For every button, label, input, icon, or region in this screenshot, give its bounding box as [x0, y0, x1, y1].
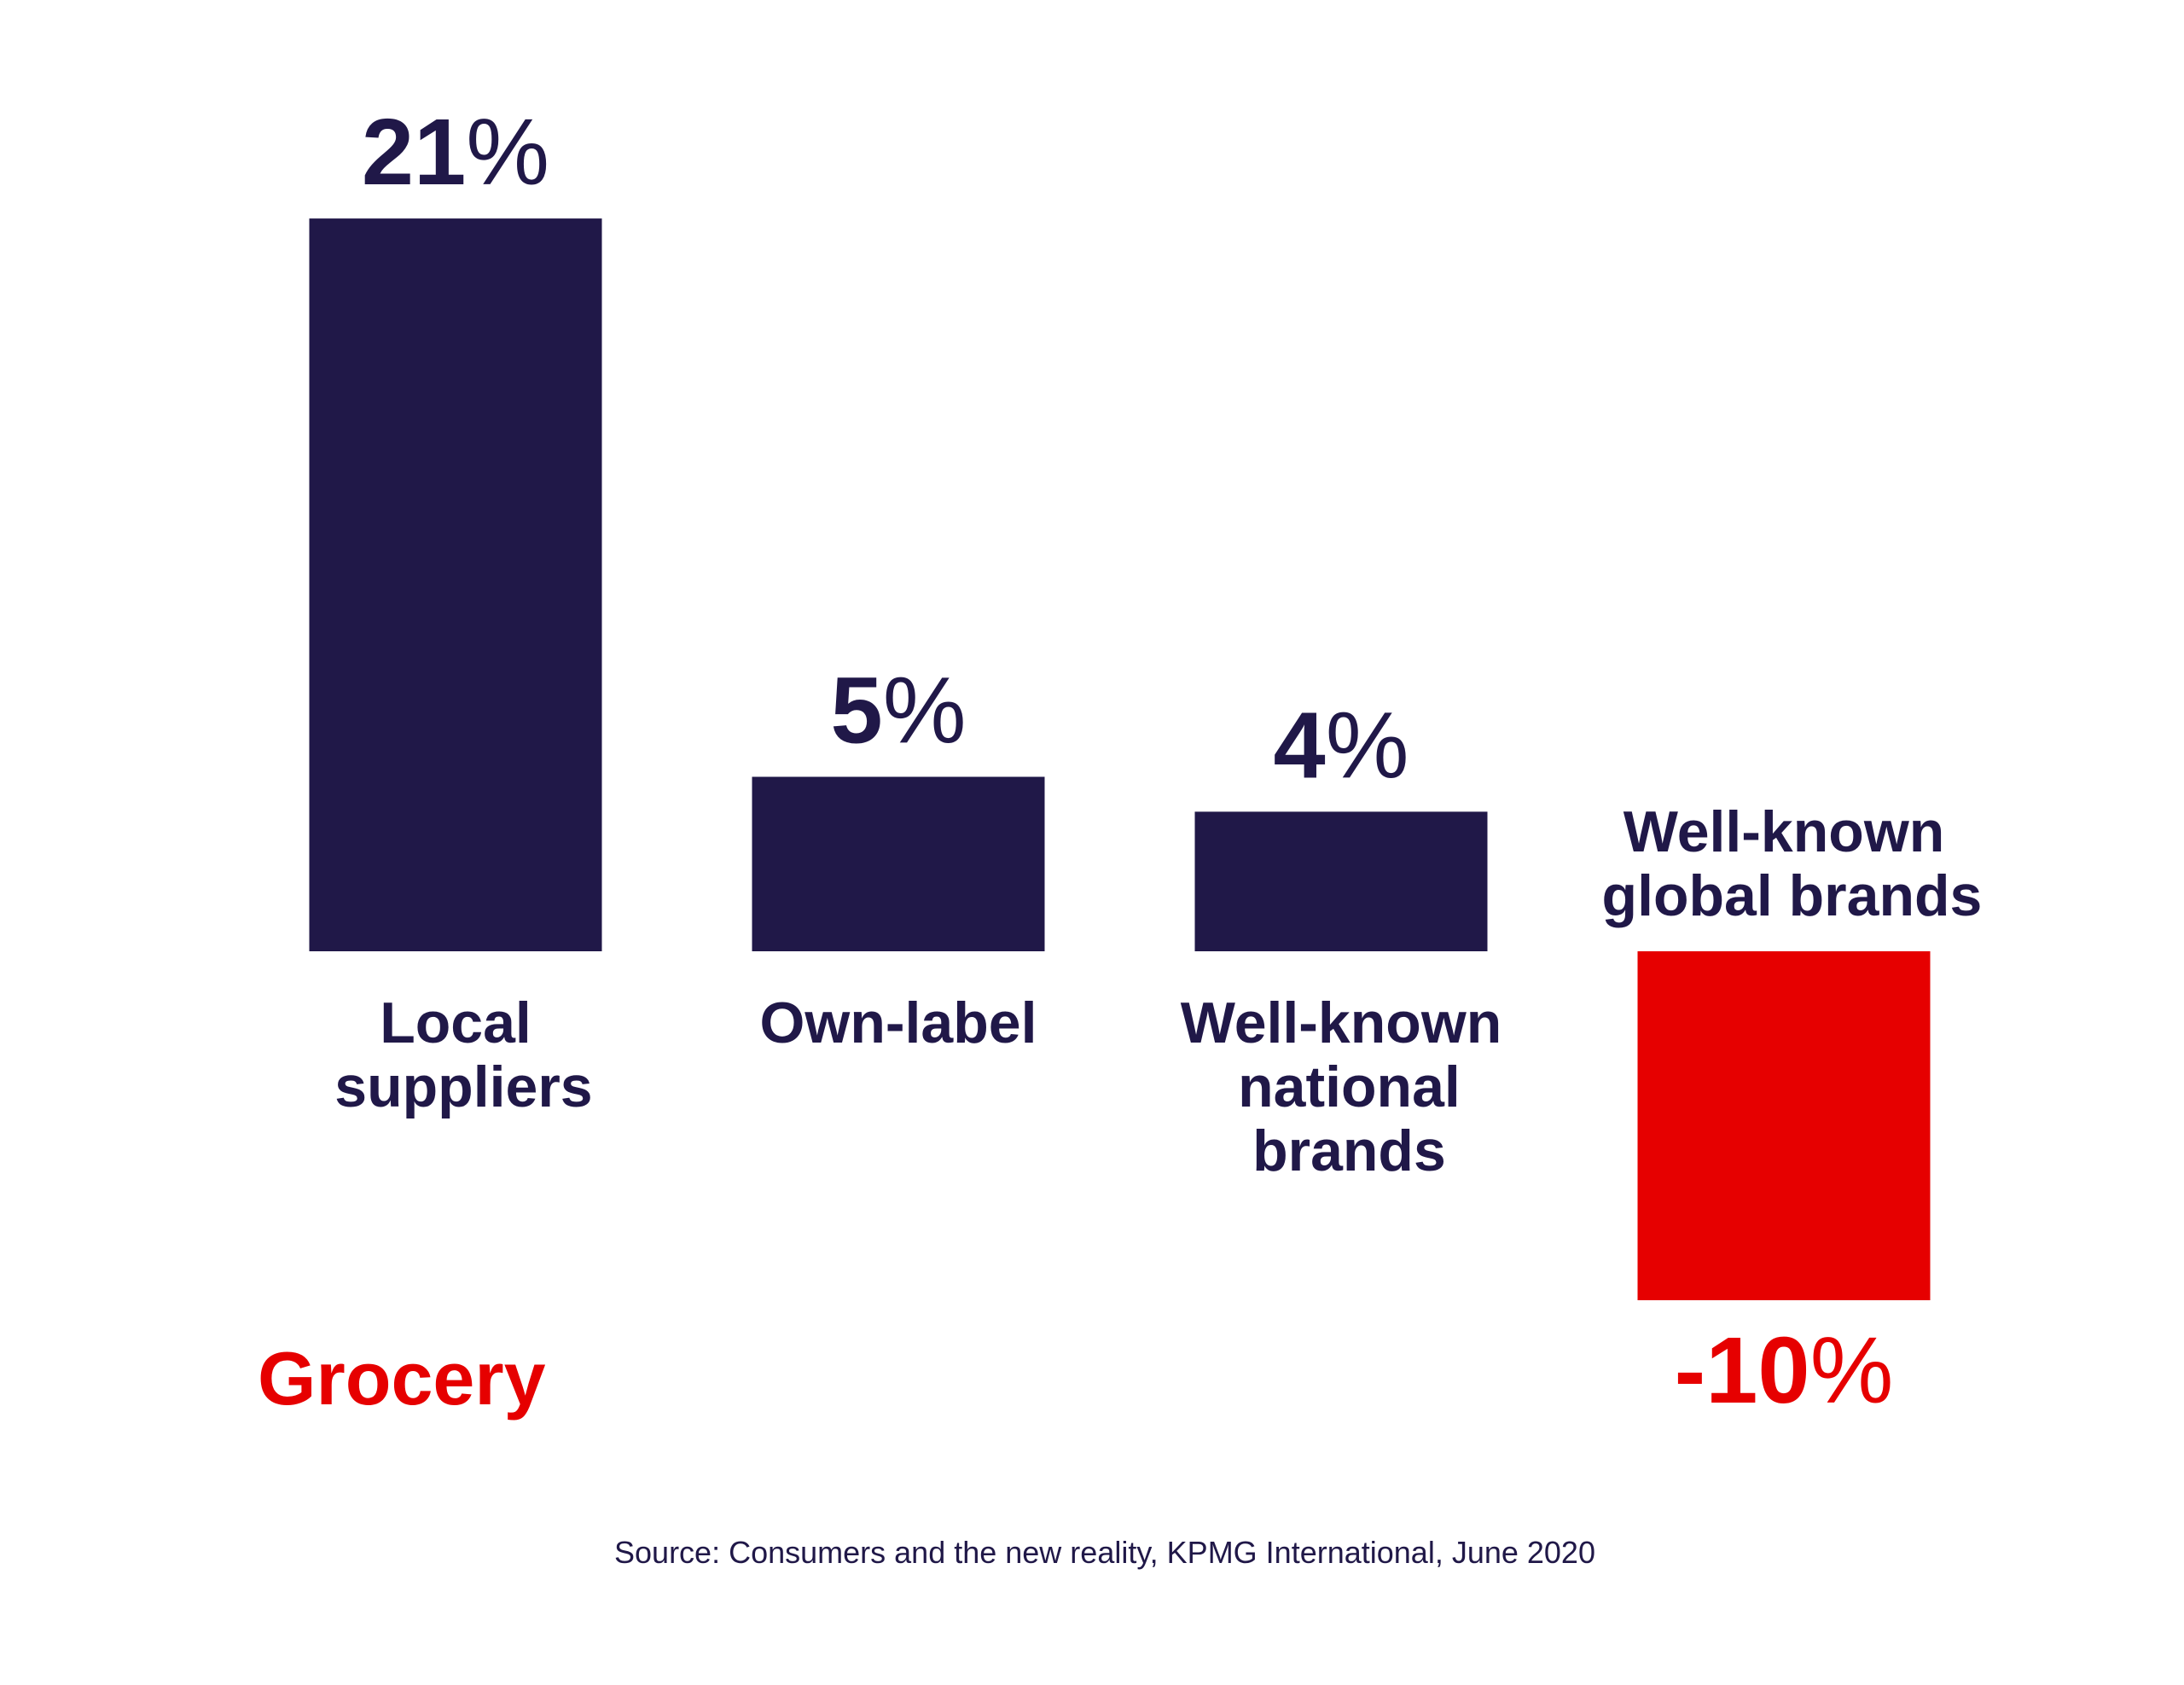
value-label: 4%	[1274, 693, 1409, 798]
value-label: 21%	[362, 100, 549, 205]
category-label: Own-label	[760, 991, 1037, 1055]
source-note: Source: Consumers and the new reality, K…	[614, 1535, 1595, 1570]
category-label: Local suppliers	[318, 991, 592, 1119]
category-label: Well-known national brands	[1181, 991, 1502, 1183]
chart-title: Grocery	[258, 1336, 546, 1421]
category-label: Well-known global brands	[1586, 799, 1983, 928]
bar	[309, 218, 602, 952]
value-label: 5%	[831, 659, 967, 764]
value-label: -10%	[1675, 1318, 1894, 1423]
bar	[752, 776, 1045, 951]
bar	[1194, 811, 1488, 951]
bar	[1637, 951, 1931, 1300]
